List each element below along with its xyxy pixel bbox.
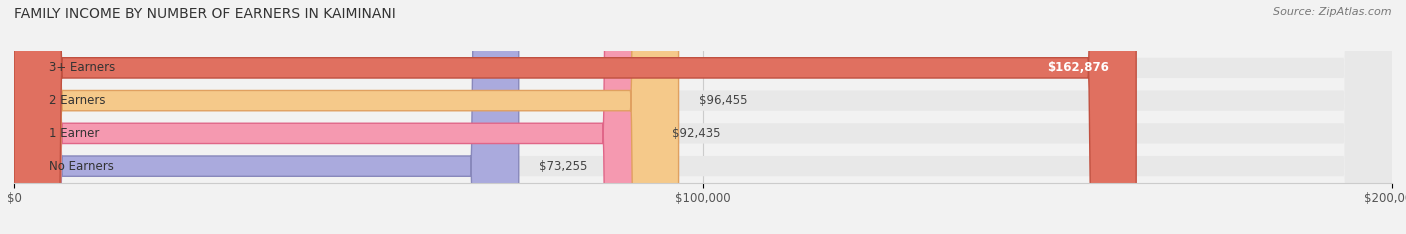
FancyBboxPatch shape: [14, 0, 519, 234]
Text: Source: ZipAtlas.com: Source: ZipAtlas.com: [1274, 7, 1392, 17]
FancyBboxPatch shape: [14, 0, 1392, 234]
FancyBboxPatch shape: [14, 0, 1392, 234]
FancyBboxPatch shape: [14, 0, 1392, 234]
Text: 3+ Earners: 3+ Earners: [48, 61, 115, 74]
FancyBboxPatch shape: [14, 0, 651, 234]
Text: 2 Earners: 2 Earners: [48, 94, 105, 107]
Text: $73,255: $73,255: [540, 160, 588, 173]
Text: No Earners: No Earners: [48, 160, 114, 173]
Text: 1 Earner: 1 Earner: [48, 127, 98, 140]
FancyBboxPatch shape: [14, 0, 1392, 234]
Text: $96,455: $96,455: [699, 94, 748, 107]
FancyBboxPatch shape: [14, 0, 679, 234]
FancyBboxPatch shape: [14, 0, 1136, 234]
Text: $162,876: $162,876: [1046, 61, 1108, 74]
Text: $92,435: $92,435: [672, 127, 720, 140]
Text: FAMILY INCOME BY NUMBER OF EARNERS IN KAIMINANI: FAMILY INCOME BY NUMBER OF EARNERS IN KA…: [14, 7, 396, 21]
